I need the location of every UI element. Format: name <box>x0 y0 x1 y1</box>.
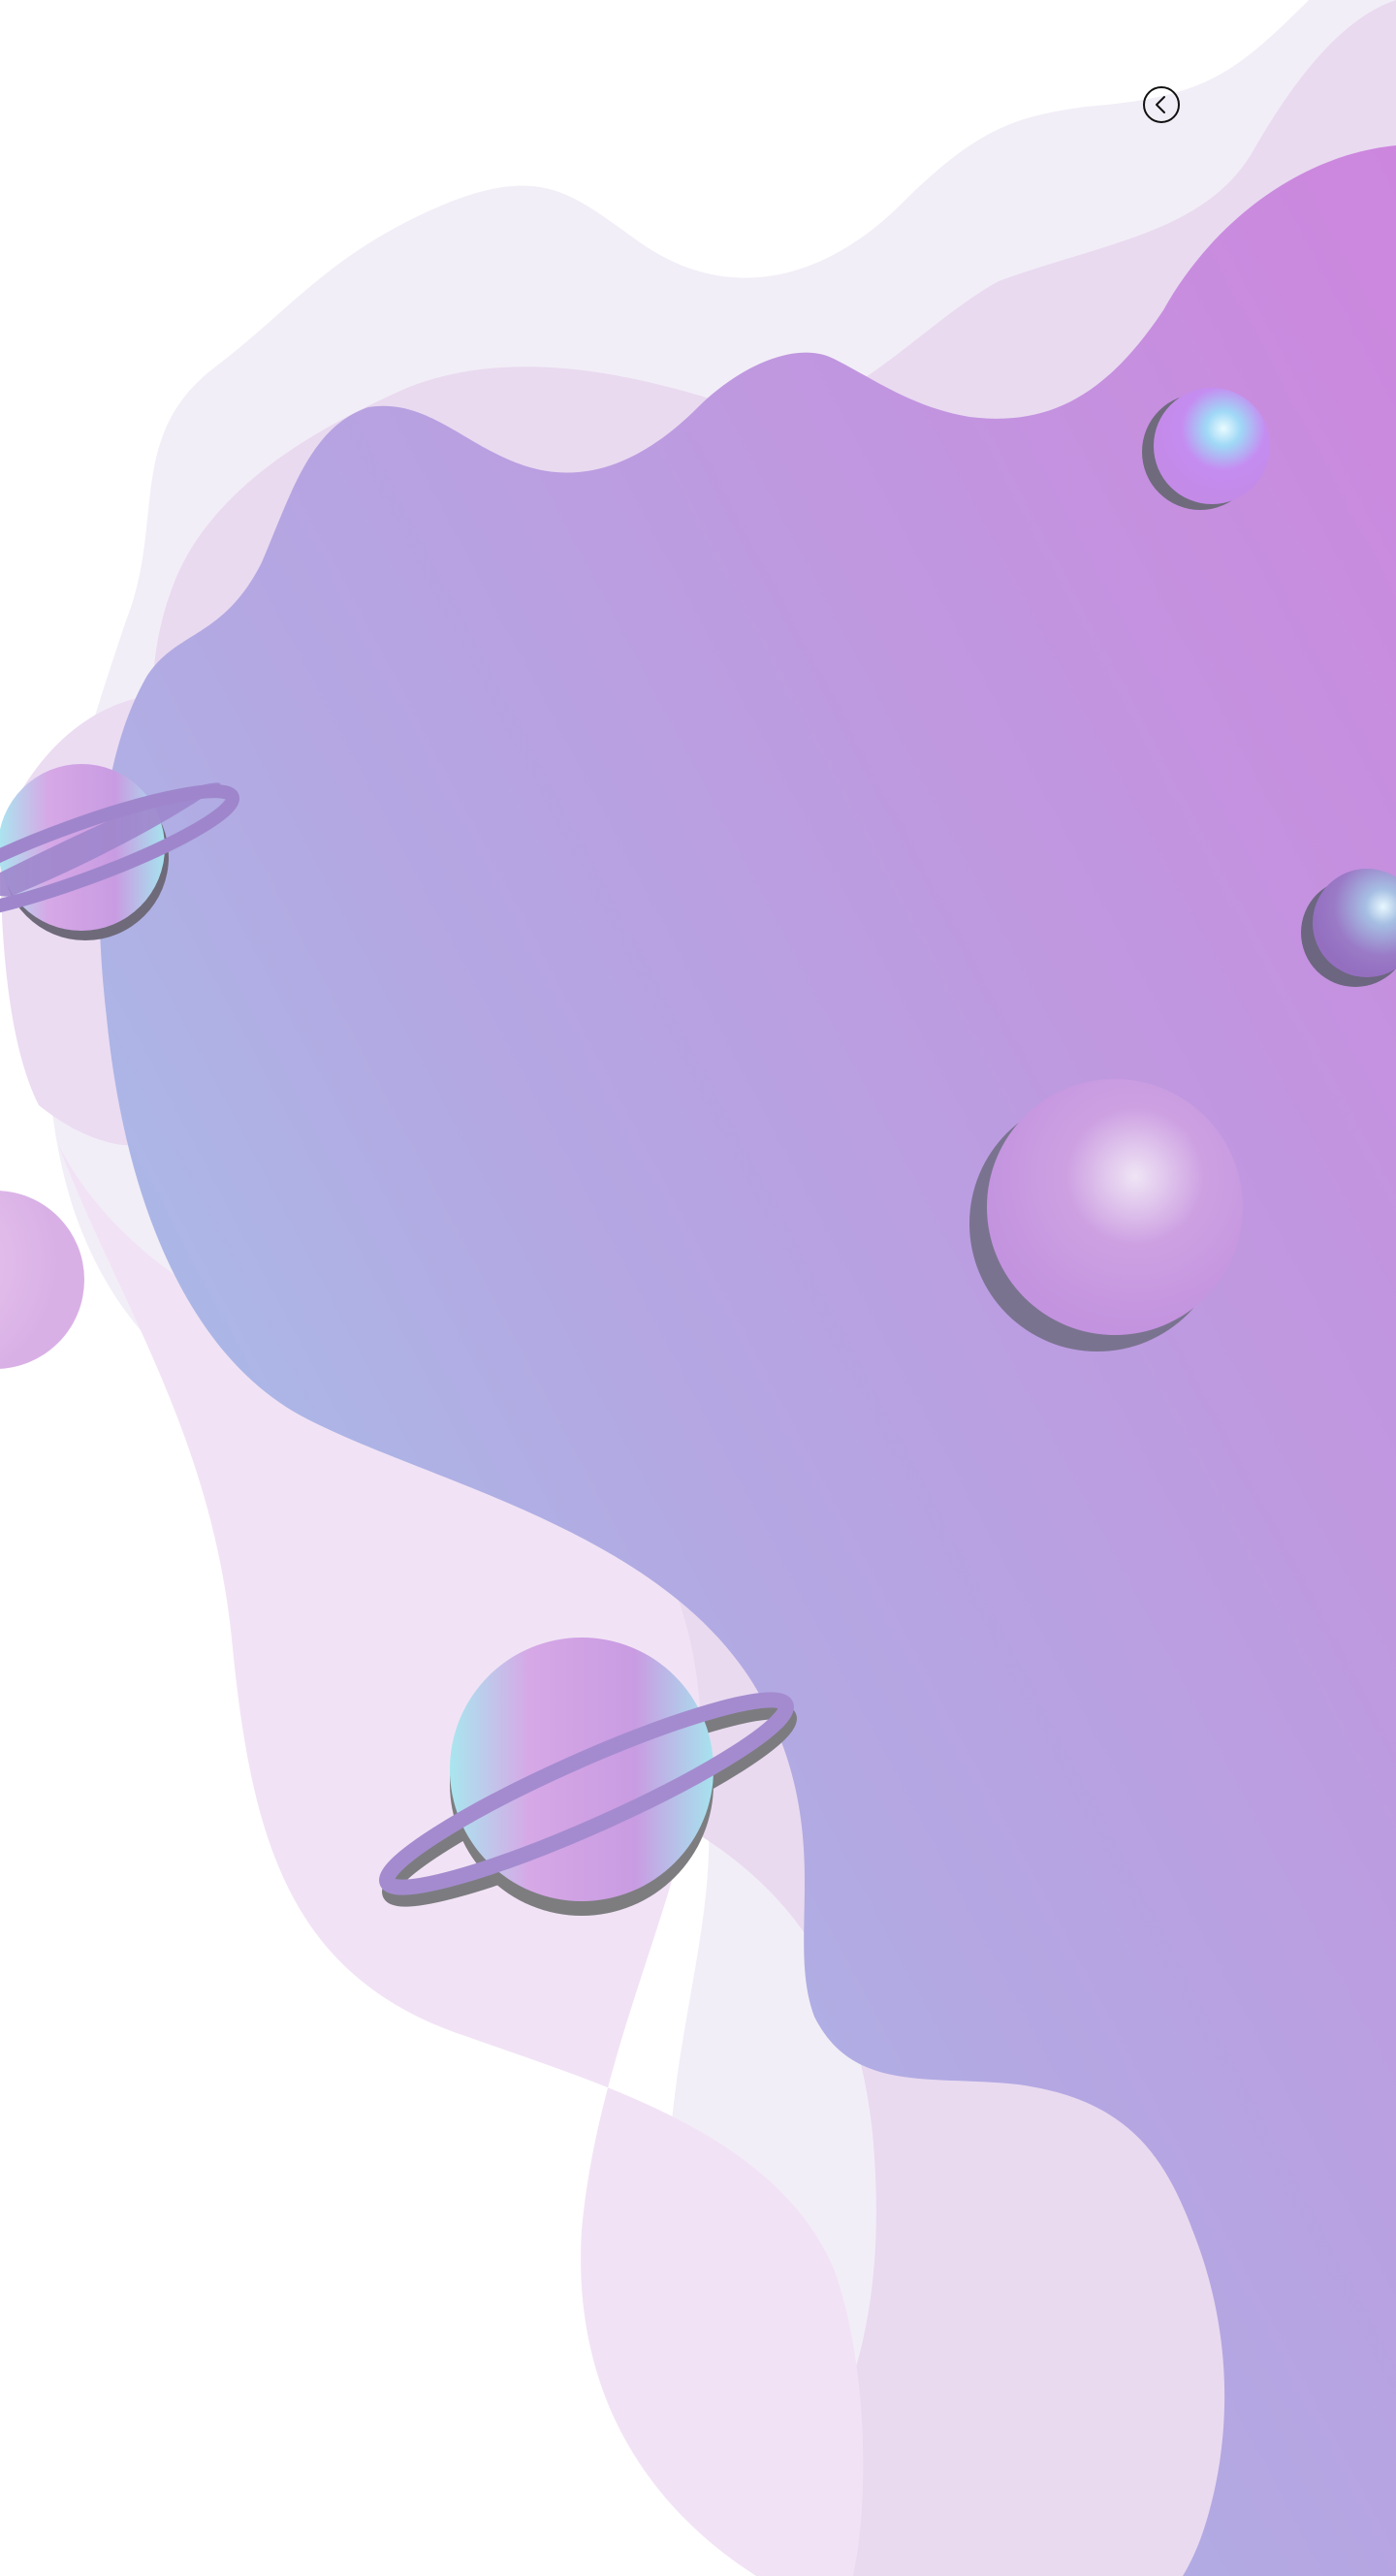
dark-planet-right <box>1301 869 1396 987</box>
chevron-left-circle-icon <box>1143 86 1180 123</box>
planet-body <box>987 1079 1243 1335</box>
background-wave-pink <box>58 1144 864 2576</box>
planet-body <box>0 1191 84 1369</box>
planet-body <box>450 1638 714 1901</box>
planet-ring <box>378 1692 795 1895</box>
ringed-planet-bottom <box>378 1638 798 1916</box>
planet-ring-outer <box>0 784 240 922</box>
ringed-planet-left <box>0 764 240 940</box>
back-button[interactable] <box>1140 83 1183 126</box>
planet-body <box>1154 388 1270 504</box>
large-planet-center <box>969 1079 1243 1352</box>
planet-body <box>1313 869 1396 977</box>
small-planet-top <box>1142 388 1270 510</box>
partial-planet-left <box>0 1191 84 1369</box>
planet-ring <box>0 782 221 897</box>
gradient-blob <box>99 145 1396 2576</box>
